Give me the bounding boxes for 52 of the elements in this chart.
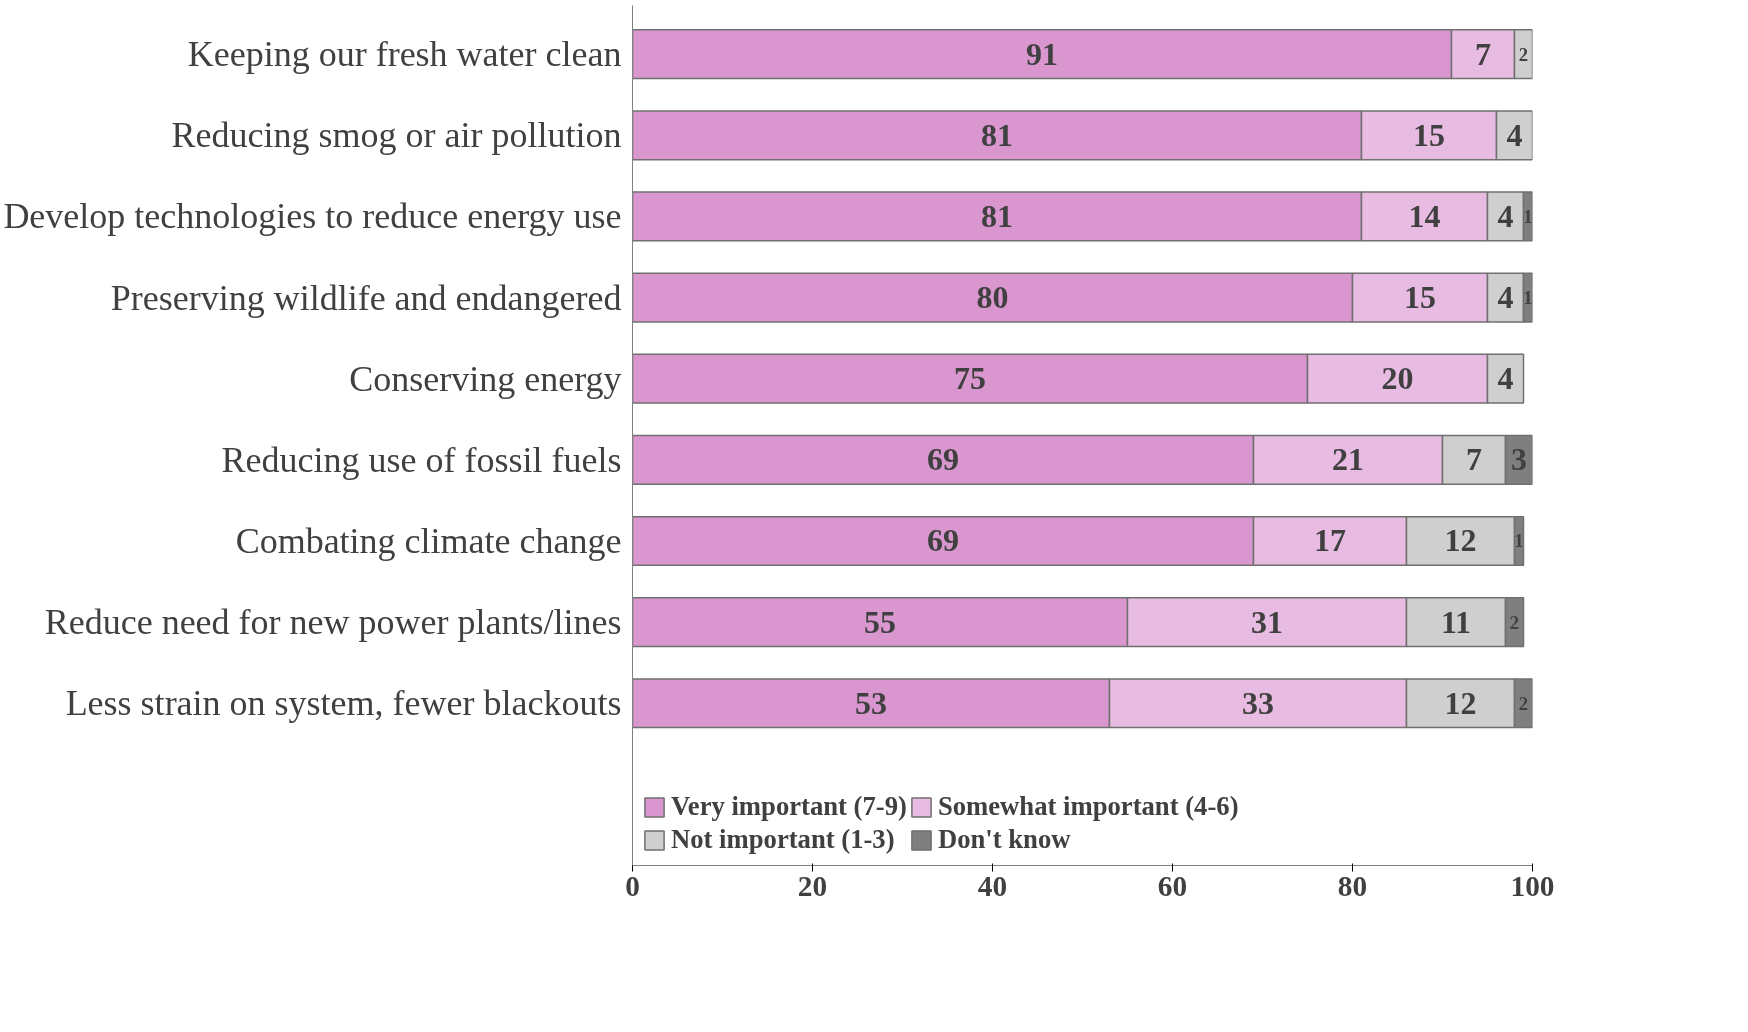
legend-label: Don't know (937, 824, 1071, 855)
data-label: 2 (1509, 611, 1520, 633)
y-tick-label: Preserving wildlife and endangered (110, 277, 622, 318)
data-label: 1 (1523, 205, 1533, 227)
data-label: 69 (927, 522, 959, 559)
y-tick-label: Reducing smog or air pollution (171, 115, 622, 156)
data-label: 4 (1506, 116, 1523, 153)
data-label: 17 (1314, 522, 1346, 559)
x-tick-label: 60 (1157, 869, 1188, 902)
data-label: 1 (1523, 287, 1533, 309)
x-tick-label: 80 (1337, 869, 1368, 902)
data-label: 4 (1497, 197, 1514, 234)
data-label: 7 (1466, 441, 1482, 478)
data-label: 31 (1251, 603, 1283, 640)
data-label: 81 (981, 116, 1013, 153)
y-tick-label: Reducing use of fossil fuels (221, 439, 622, 480)
data-label: 33 (1242, 684, 1274, 721)
data-label: 15 (1404, 279, 1436, 316)
data-label: 80 (976, 279, 1009, 316)
data-label: 7 (1475, 35, 1491, 72)
data-label: 75 (954, 360, 986, 397)
data-label: 20 (1381, 360, 1414, 397)
data-label: 91 (1026, 35, 1058, 72)
data-label: 14 (1408, 197, 1441, 234)
data-label: 21 (1332, 441, 1364, 478)
data-label: 1 (1514, 530, 1524, 552)
data-label: 2 (1518, 692, 1529, 714)
data-label: 12 (1444, 522, 1477, 559)
data-label: 15 (1413, 116, 1445, 153)
data-label: 4 (1497, 360, 1514, 397)
y-tick-label: Combating climate change (235, 520, 622, 561)
y-tick-label: Keeping our fresh water clean (187, 34, 622, 75)
x-tick-label: 100 (1510, 869, 1555, 902)
data-label: 3 (1511, 441, 1527, 478)
data-label: 69 (927, 441, 959, 478)
y-tick-label: Develop technologies to reduce energy use (3, 196, 622, 237)
data-label: 12 (1444, 684, 1477, 721)
legend-label: Somewhat important (4-6) (937, 791, 1239, 822)
x-tick-label: 40 (977, 869, 1008, 902)
y-tick-label: Less strain on system, fewer blackouts (65, 683, 622, 724)
data-label: 55 (864, 603, 896, 640)
y-tick-label: Conserving energy (349, 358, 622, 399)
data-label: 53 (855, 684, 887, 721)
data-label: 81 (981, 197, 1013, 234)
legend-label: Very important (7-9) (671, 791, 907, 822)
data-label: 4 (1497, 279, 1514, 316)
x-tick-label: 0 (625, 869, 640, 902)
data-label: 11 (1440, 603, 1472, 640)
x-tick-label: 20 (797, 869, 828, 902)
y-tick-label: Reduce need for new power plants/lines (44, 602, 622, 643)
legend-label: Not important (1-3) (671, 824, 895, 855)
data-label: 2 (1518, 43, 1529, 65)
